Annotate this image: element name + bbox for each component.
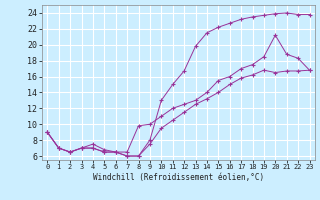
X-axis label: Windchill (Refroidissement éolien,°C): Windchill (Refroidissement éolien,°C) <box>93 173 264 182</box>
